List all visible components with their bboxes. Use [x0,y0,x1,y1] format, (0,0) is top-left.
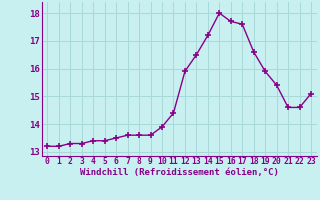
X-axis label: Windchill (Refroidissement éolien,°C): Windchill (Refroidissement éolien,°C) [80,168,279,177]
